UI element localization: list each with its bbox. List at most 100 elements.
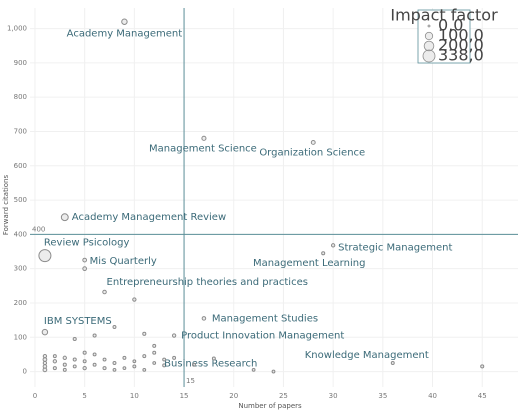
bubble [92, 352, 97, 357]
bubble [52, 359, 58, 364]
y-tick-label: 500 [14, 196, 27, 204]
bubble [201, 135, 207, 141]
bubble [132, 297, 137, 302]
bubble [112, 367, 117, 372]
bubble [42, 353, 48, 359]
bubble [92, 333, 97, 338]
bubble [480, 364, 485, 369]
bubble [132, 364, 137, 369]
point-label: Organization Science [259, 147, 365, 158]
bubble [112, 361, 117, 365]
point-label: Management Studies [212, 313, 318, 324]
point-label: Academy Management Review [72, 212, 226, 223]
legend-label: 200,0 [438, 36, 484, 55]
bubble [52, 354, 57, 359]
y-tick-label: 100 [14, 333, 27, 341]
bubble [52, 366, 57, 371]
x-tick-label: 45 [478, 392, 487, 400]
x-tick-label: 40 [428, 392, 437, 400]
bubble [121, 18, 128, 25]
x-axis-label: Number of papers [238, 402, 302, 410]
legend-marker [424, 31, 434, 41]
bubble [330, 243, 336, 248]
bubble [92, 362, 97, 367]
x-tick-label: 35 [378, 392, 387, 400]
reference-label-x: 15 [186, 377, 195, 385]
bubble [162, 357, 167, 362]
x-tick-label: 0 [33, 392, 37, 400]
bubble [82, 359, 87, 364]
bubble [72, 336, 77, 342]
point-label: Mis Quarterly [90, 256, 157, 267]
bubble [152, 350, 157, 355]
bubble [132, 359, 137, 364]
bubble [310, 140, 316, 145]
bubble [102, 366, 107, 371]
bubble [152, 343, 157, 348]
point-label: Review Psicology [44, 238, 130, 249]
x-tick-label: 5 [82, 392, 86, 400]
bubble [62, 362, 67, 367]
legend-title: Impact factor [390, 6, 498, 25]
bubble [82, 266, 88, 272]
bubble [112, 325, 117, 329]
bubble [321, 251, 326, 256]
y-tick-label: 800 [14, 93, 27, 101]
y-tick-label: 0 [23, 368, 27, 376]
legend-label: 0,0 [438, 16, 463, 35]
bubble [152, 361, 157, 365]
bubble [82, 350, 87, 355]
bubble [41, 328, 49, 336]
bubble [142, 367, 147, 372]
y-axis-label: Forward citations [2, 175, 10, 236]
point-label: Academy Management [67, 29, 183, 40]
bubble [142, 331, 147, 336]
bubble [82, 365, 87, 371]
bubble [62, 355, 67, 361]
bubble [211, 356, 216, 361]
bubble [122, 366, 127, 371]
bubble [271, 369, 276, 374]
point-label: Knowledge Management [305, 350, 429, 361]
y-tick-label: 400 [14, 230, 27, 238]
bubble [162, 363, 167, 368]
y-tick-label: 700 [14, 127, 27, 135]
point-label: Management Learning [253, 258, 365, 269]
y-tick-label: 200 [14, 299, 27, 307]
point-label: Management Science [149, 143, 257, 154]
bubble [60, 213, 69, 222]
legend-label: 338,0 [438, 46, 484, 65]
bubble [42, 364, 48, 369]
bubble [171, 333, 177, 338]
reference-label-y: 400 [32, 225, 45, 233]
bubble [72, 357, 77, 362]
x-tick-label: 30 [329, 392, 338, 400]
bubble [172, 355, 177, 360]
x-tick-label: 20 [229, 392, 238, 400]
legend-marker [427, 24, 431, 28]
bubble [82, 257, 88, 263]
legend-box [417, 9, 471, 64]
legend-label: 100,0 [438, 26, 484, 45]
y-tick-label: 1,000 [7, 25, 27, 33]
bubble [192, 362, 196, 367]
bubble [201, 316, 207, 321]
bubble [62, 367, 67, 372]
legend-marker [422, 49, 436, 63]
x-tick-label: 10 [130, 392, 139, 400]
y-tick-label: 900 [14, 59, 27, 67]
bubble [102, 289, 107, 295]
bubble [251, 367, 256, 372]
x-tick-label: 15 [180, 392, 189, 400]
bubble [390, 361, 395, 365]
legend-marker [423, 40, 435, 52]
point-label: Entrepreneurship theories and practices [107, 277, 308, 288]
bubble [142, 354, 147, 359]
point-label: Product Innovation Management [181, 331, 344, 342]
y-tick-label: 600 [14, 162, 27, 170]
bubble [38, 249, 52, 263]
point-label: IBM SYSTEMS [44, 316, 112, 327]
point-label: Business Research [164, 358, 257, 369]
point-label: Strategic Management [338, 242, 452, 253]
